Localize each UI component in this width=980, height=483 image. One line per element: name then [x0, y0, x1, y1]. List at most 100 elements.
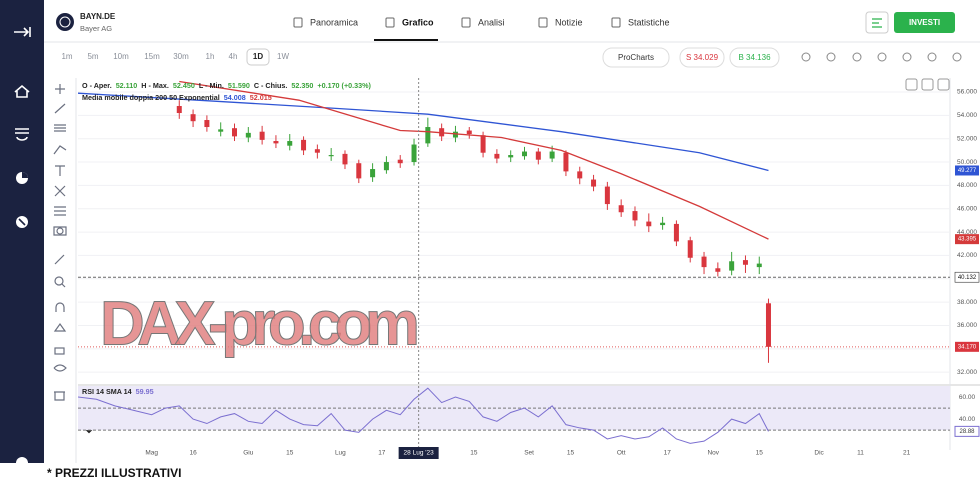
legend-item: C - Chius.	[254, 81, 288, 90]
candle-body	[632, 211, 638, 221]
rsi-tick-label: 60.00	[959, 394, 976, 401]
legend-item: 52.015	[250, 93, 272, 102]
candle-body	[742, 260, 748, 265]
tab[interactable]: Notizie	[555, 17, 583, 27]
candle-body	[618, 205, 624, 213]
candle-body	[687, 240, 693, 258]
tab[interactable]: Grafico	[402, 17, 434, 27]
legend-item: 52.110	[116, 81, 138, 90]
timeframe[interactable]: 1W	[277, 52, 289, 61]
x-tick-label: Ott	[617, 450, 626, 457]
candle-body	[218, 129, 224, 132]
candle-body	[190, 114, 196, 122]
toolbar-icon[interactable]	[877, 52, 887, 62]
toolbar-icon[interactable]	[927, 52, 937, 62]
tab[interactable]: Statistiche	[628, 17, 670, 27]
candle-body	[756, 263, 762, 268]
tab-icon	[611, 17, 621, 28]
y-tick-label: 54.000	[957, 112, 977, 119]
timeframe-active	[246, 48, 270, 66]
x-tick-label: Set	[524, 450, 534, 457]
tab-underline	[374, 39, 438, 41]
tab[interactable]: Analisi	[478, 17, 505, 27]
rsi-pane	[78, 386, 950, 444]
legend: RSI 14 SMA 14 59.95	[82, 387, 154, 396]
legend-item: O - Aper.	[82, 81, 112, 90]
watermark: DAX-pro.com	[100, 289, 420, 358]
sell-button[interactable]	[679, 47, 725, 68]
footnote: * PREZZI ILLUSTRATIVI	[47, 466, 181, 480]
timeframe[interactable]: 15m	[144, 52, 160, 61]
legend-item: 52.350	[291, 81, 313, 90]
symbol: BAYN.DE	[80, 12, 116, 21]
candle-body	[314, 149, 320, 153]
toolbar-icon[interactable]	[801, 52, 811, 62]
x-tick-label: 15	[286, 450, 294, 457]
sidebar	[0, 0, 44, 469]
price-badge-label: 49.277	[958, 168, 977, 174]
candle-body	[176, 106, 182, 114]
timeframe[interactable]: 10m	[113, 52, 129, 61]
company: Bayer AG	[80, 24, 112, 33]
y-tick-label: 46.000	[957, 205, 977, 212]
y-tick-label: 48.000	[957, 182, 977, 189]
invest-button[interactable]	[894, 12, 955, 33]
legend-item: H - Max.	[141, 81, 169, 90]
x-tick-label: 16	[189, 450, 197, 457]
timeframe[interactable]: 1m	[61, 52, 72, 61]
candle-body	[342, 153, 348, 165]
candle-body	[301, 139, 307, 151]
candle-body	[452, 131, 458, 138]
rsi-line	[78, 387, 769, 444]
toolbar-icon[interactable]	[952, 52, 962, 62]
candle-body	[466, 130, 472, 135]
toolbar-icon[interactable]	[902, 52, 912, 62]
candle-body	[604, 186, 610, 205]
candle-body	[577, 171, 583, 179]
x-tick-label: 15	[567, 450, 575, 457]
legend-item: +0.170 (+0.33%)	[317, 81, 371, 90]
y-tick-label: 50.000	[957, 159, 977, 166]
legend: O - Aper. 52.110 H - Max. 52.450 L - Min. 51.…	[82, 81, 372, 90]
candle-body	[411, 144, 417, 163]
x-tick-label: 21	[903, 450, 911, 457]
candle-body	[370, 169, 376, 178]
candle-body	[673, 223, 679, 242]
tab[interactable]: Panoramica	[310, 17, 358, 27]
sell-label: S 34.029	[686, 53, 719, 62]
legend: Media mobile doppia 200 50 Exponential 54…	[82, 93, 272, 102]
moving-average	[78, 92, 769, 172]
toolbar-icon[interactable]	[826, 52, 836, 62]
price-badge	[954, 271, 980, 283]
candle-body	[232, 128, 238, 137]
candle-body	[356, 163, 362, 179]
toolbar-icon[interactable]	[852, 52, 862, 62]
buy-button[interactable]	[729, 47, 780, 68]
candle-body	[259, 131, 265, 140]
candle-body	[729, 261, 735, 271]
legend-item: 51.590	[228, 81, 250, 90]
candle-body	[522, 151, 528, 157]
timeframe[interactable]: 30m	[173, 52, 189, 61]
rsi-badge-label: 28.88	[959, 429, 975, 435]
price-badge	[955, 165, 979, 176]
tab-icon	[538, 17, 548, 28]
tools	[53, 78, 77, 463]
x-tick-label: 15	[470, 450, 478, 457]
x-tick-label: 11	[857, 450, 864, 457]
timeframe[interactable]: 1D	[253, 52, 263, 61]
legend-item: 52.450	[173, 81, 195, 90]
candle-body	[660, 222, 666, 226]
x-tick-label: 17	[664, 450, 672, 457]
y-tick-label: 38.000	[957, 299, 977, 306]
x-tick-label: 15	[756, 450, 764, 457]
timeframe[interactable]: 4h	[229, 52, 238, 61]
y-tick-label: 42.000	[957, 252, 977, 259]
timeframe[interactable]: 1h	[206, 52, 215, 61]
legend-item: 54.008	[224, 93, 246, 102]
logo	[56, 13, 74, 31]
candle-body	[397, 159, 403, 164]
y-tick-label: 44.000	[957, 229, 977, 236]
procharts-button[interactable]	[602, 47, 670, 68]
timeframe[interactable]: 5m	[87, 52, 98, 61]
